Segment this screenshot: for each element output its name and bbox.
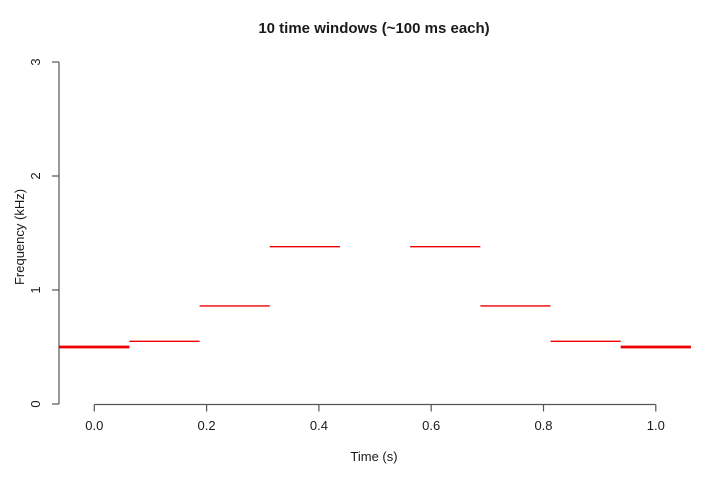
x-tick-label: 0.2 xyxy=(198,418,216,433)
y-tick-label: 1 xyxy=(28,286,43,293)
x-tick-label: 1.0 xyxy=(647,418,665,433)
axes-layer: 0 1 2 3 0.0 0.2 0.4 0.6 0.8 1.0 xyxy=(28,58,665,433)
y-tick-label: 3 xyxy=(28,58,43,65)
y-tick-label: 2 xyxy=(28,172,43,179)
chart-title: 10 time windows (~100 ms each) xyxy=(258,20,489,37)
x-tick-label: 0.0 xyxy=(85,418,103,433)
x-tick-label: 0.4 xyxy=(310,418,328,433)
x-tick-label: 0.6 xyxy=(422,418,440,433)
x-tick-label: 0.8 xyxy=(534,418,552,433)
y-tick-label: 0 xyxy=(28,400,43,407)
y-axis-label: Frequency (kHz) xyxy=(12,189,27,285)
x-axis-label: Time (s) xyxy=(350,449,397,464)
series-layer xyxy=(59,246,691,349)
